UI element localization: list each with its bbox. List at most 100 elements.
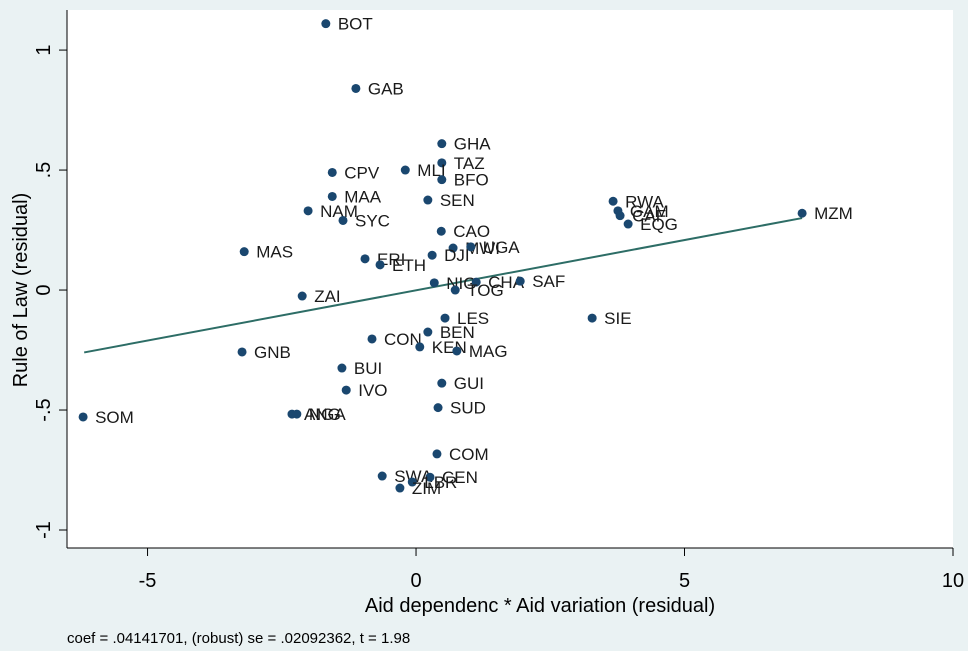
- point: [587, 313, 597, 323]
- point-label: CPV: [344, 163, 380, 182]
- point-label: BOT: [338, 15, 373, 34]
- point: [427, 250, 437, 260]
- note: coef = .04141701, (robust) se = .0209236…: [67, 630, 410, 647]
- y-tick-label: -.5: [33, 398, 55, 421]
- point: [395, 483, 405, 493]
- point-label: ZIM: [412, 479, 441, 498]
- point: [515, 276, 525, 286]
- point: [452, 346, 462, 356]
- point-label: TOG: [467, 281, 504, 300]
- point-label: BEN: [440, 323, 475, 342]
- point-label: TAZ: [454, 154, 485, 173]
- point-label: COM: [449, 445, 489, 464]
- point: [360, 254, 370, 264]
- point: [303, 206, 313, 216]
- point: [466, 242, 476, 252]
- point: [292, 409, 302, 419]
- point-label: SEN: [440, 191, 475, 210]
- point: [437, 378, 447, 388]
- point-label: KEN: [432, 338, 467, 357]
- point-label: MLI: [417, 161, 445, 180]
- point: [436, 226, 446, 236]
- point: [351, 83, 361, 93]
- point: [338, 215, 348, 225]
- point-label: UGA: [483, 238, 521, 257]
- point-label: BFO: [454, 171, 489, 190]
- point-label: SWA: [394, 467, 433, 486]
- point-label: ANG: [304, 405, 341, 424]
- y-tick-label: 1: [33, 45, 55, 56]
- point: [341, 385, 351, 395]
- x-tick-label: 0: [410, 570, 421, 592]
- point: [425, 472, 435, 482]
- point: [415, 342, 425, 352]
- x-tick-label: 10: [942, 570, 964, 592]
- point: [423, 327, 433, 337]
- point-label: SIE: [604, 309, 631, 328]
- point: [437, 158, 447, 168]
- point-label: RWA: [625, 192, 664, 211]
- x-tick-label: -5: [139, 570, 157, 592]
- point: [433, 403, 443, 413]
- point: [297, 291, 307, 301]
- point: [327, 191, 337, 201]
- point-label: SUD: [450, 399, 486, 418]
- point-label: MAS: [256, 243, 293, 262]
- point-label: BUI: [354, 359, 382, 378]
- point-label: GUI: [454, 374, 484, 393]
- point: [448, 243, 458, 253]
- point: [429, 278, 439, 288]
- point-label: ZAI: [314, 287, 340, 306]
- point: [78, 412, 88, 422]
- x-tick-label: 5: [679, 570, 690, 592]
- point: [432, 449, 442, 459]
- y-tick-label: .5: [33, 162, 55, 179]
- point: [321, 19, 331, 29]
- point-label: SOM: [95, 408, 134, 427]
- point: [400, 165, 410, 175]
- point: [327, 167, 337, 177]
- point: [407, 477, 417, 487]
- y-axis-label: Rule of Law (residual): [10, 193, 32, 388]
- point-label: NAM: [320, 202, 358, 221]
- point: [437, 139, 447, 149]
- point: [377, 471, 387, 481]
- plot-area: [67, 10, 953, 548]
- point: [440, 313, 450, 323]
- point: [608, 196, 618, 206]
- point-label: GAM: [630, 202, 669, 221]
- point-label: CHA: [488, 273, 525, 292]
- y-tick-label: -1: [33, 521, 55, 539]
- x-axis-label: Aid dependenc * Aid variation (residual): [365, 595, 715, 617]
- point-label: MAA: [344, 187, 382, 206]
- point: [337, 363, 347, 373]
- y-tick-label: 0: [33, 284, 55, 295]
- point: [797, 208, 807, 218]
- point-label: GAB: [368, 79, 404, 98]
- point: [623, 219, 633, 229]
- point-label: NGA: [309, 405, 347, 424]
- point-label: GNB: [254, 343, 291, 362]
- point: [437, 175, 447, 185]
- point: [375, 260, 385, 270]
- point: [450, 285, 460, 295]
- point-label: MZM: [814, 204, 853, 223]
- point-label: DJI: [444, 246, 470, 265]
- point-label: CEN: [442, 468, 478, 487]
- point: [239, 247, 249, 257]
- point-label: CAO: [453, 222, 490, 241]
- point-label: ETH: [392, 256, 426, 275]
- point: [423, 195, 433, 205]
- point: [471, 277, 481, 287]
- point-label: CON: [384, 330, 422, 349]
- point: [615, 211, 625, 221]
- point: [367, 334, 377, 344]
- point-label: EQG: [640, 215, 678, 234]
- point-label: MAG: [469, 342, 508, 361]
- point-label: CAF: [632, 207, 666, 226]
- point-label: LES: [457, 309, 489, 328]
- point-label: LBR: [424, 473, 457, 492]
- point-label: SAF: [532, 272, 565, 291]
